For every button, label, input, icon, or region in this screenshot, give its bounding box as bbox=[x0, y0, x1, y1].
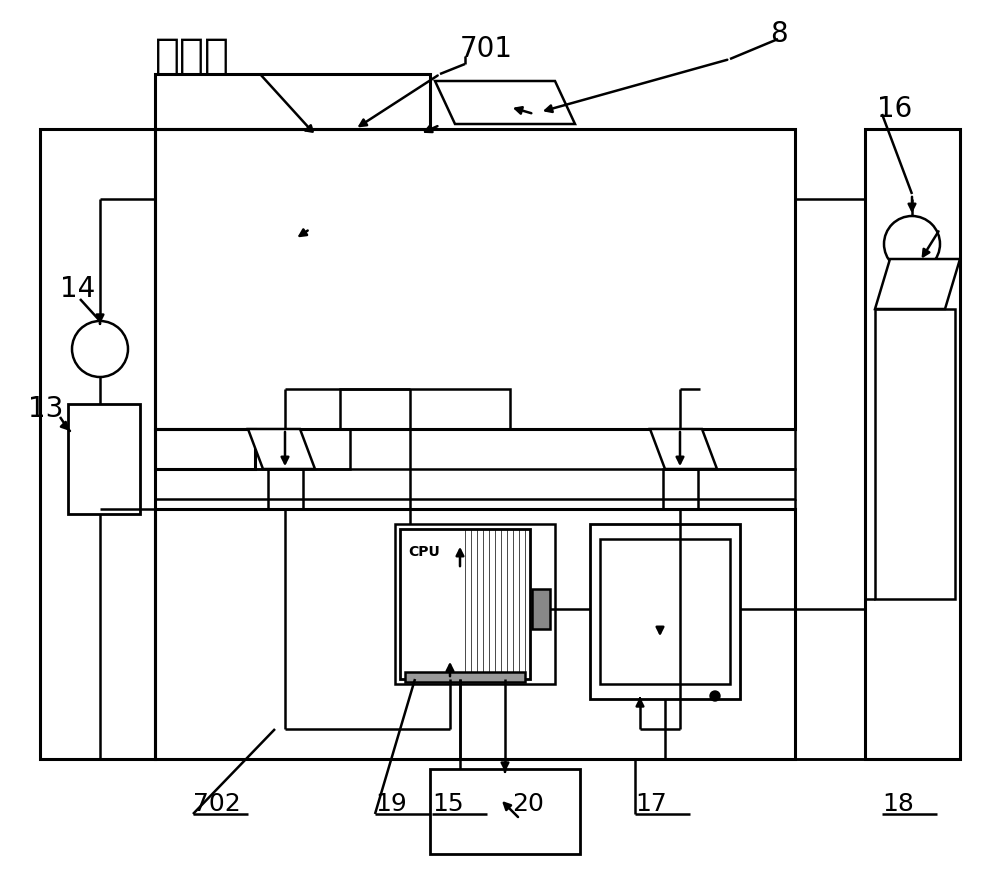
Text: CPU: CPU bbox=[408, 544, 440, 559]
Bar bbox=[340, 389, 510, 429]
Bar bbox=[268, 469, 303, 509]
Bar bbox=[665, 429, 795, 469]
Text: 16: 16 bbox=[877, 95, 912, 123]
Bar bbox=[155, 75, 430, 129]
Polygon shape bbox=[435, 82, 575, 125]
Text: 18: 18 bbox=[882, 791, 914, 815]
Bar bbox=[590, 524, 740, 700]
Bar bbox=[430, 769, 580, 854]
Text: 17: 17 bbox=[635, 791, 667, 815]
Bar bbox=[255, 429, 350, 469]
Text: 8: 8 bbox=[770, 20, 788, 48]
Bar bbox=[155, 429, 255, 469]
Text: 13: 13 bbox=[28, 395, 63, 422]
Bar bbox=[405, 673, 525, 682]
Bar bbox=[40, 129, 155, 760]
Bar bbox=[68, 405, 140, 514]
Bar bbox=[532, 589, 550, 629]
Text: 铣边机: 铣边机 bbox=[155, 35, 230, 77]
Bar bbox=[155, 509, 795, 760]
Bar bbox=[395, 524, 555, 684]
Text: 15: 15 bbox=[432, 791, 464, 815]
Bar bbox=[155, 129, 795, 429]
Polygon shape bbox=[875, 260, 960, 309]
Bar bbox=[155, 469, 795, 500]
Bar bbox=[400, 529, 530, 680]
Bar bbox=[663, 469, 698, 509]
Polygon shape bbox=[248, 429, 315, 469]
Bar bbox=[600, 540, 730, 684]
Text: 14: 14 bbox=[60, 275, 95, 302]
Text: 701: 701 bbox=[460, 35, 513, 63]
Bar bbox=[865, 129, 960, 760]
Polygon shape bbox=[650, 429, 717, 469]
Circle shape bbox=[710, 691, 720, 701]
Bar bbox=[875, 309, 955, 600]
Text: 19: 19 bbox=[375, 791, 407, 815]
Text: 20: 20 bbox=[512, 791, 544, 815]
Text: 702: 702 bbox=[193, 791, 241, 815]
